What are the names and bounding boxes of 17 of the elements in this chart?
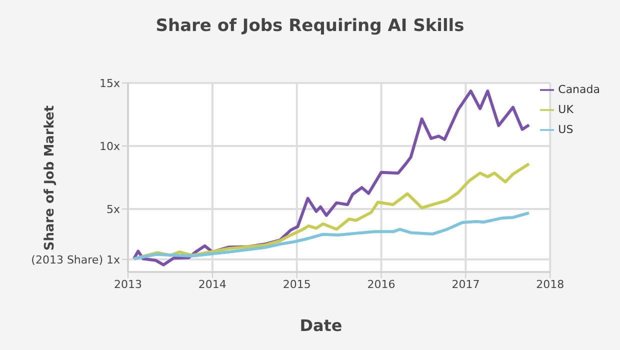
x-tick-label: 2014 xyxy=(198,278,226,291)
x-tick-label: 2015 xyxy=(282,278,311,291)
legend-label: UK xyxy=(558,103,574,116)
x-tick-label: 2013 xyxy=(114,278,142,291)
x-axis-title: Date xyxy=(298,316,344,335)
line-series xyxy=(132,211,531,260)
y-axis-title: Share of Job Market xyxy=(42,105,58,251)
y-tick-label: 5x xyxy=(106,202,120,216)
chart-title: Share of Jobs Requiring AI Skills xyxy=(154,16,466,36)
x-tick-label: 2017 xyxy=(452,278,480,291)
x-tick-label: 2018 xyxy=(536,278,564,291)
y-tick-label: (2013 Share) 1x xyxy=(31,253,120,266)
y-tick-label: 10x xyxy=(99,140,120,153)
legend-label: US xyxy=(558,123,574,136)
legend-label: Canada xyxy=(558,83,600,96)
y-tick-label: 15x xyxy=(99,76,120,90)
x-tick-label: 2016 xyxy=(367,278,396,291)
